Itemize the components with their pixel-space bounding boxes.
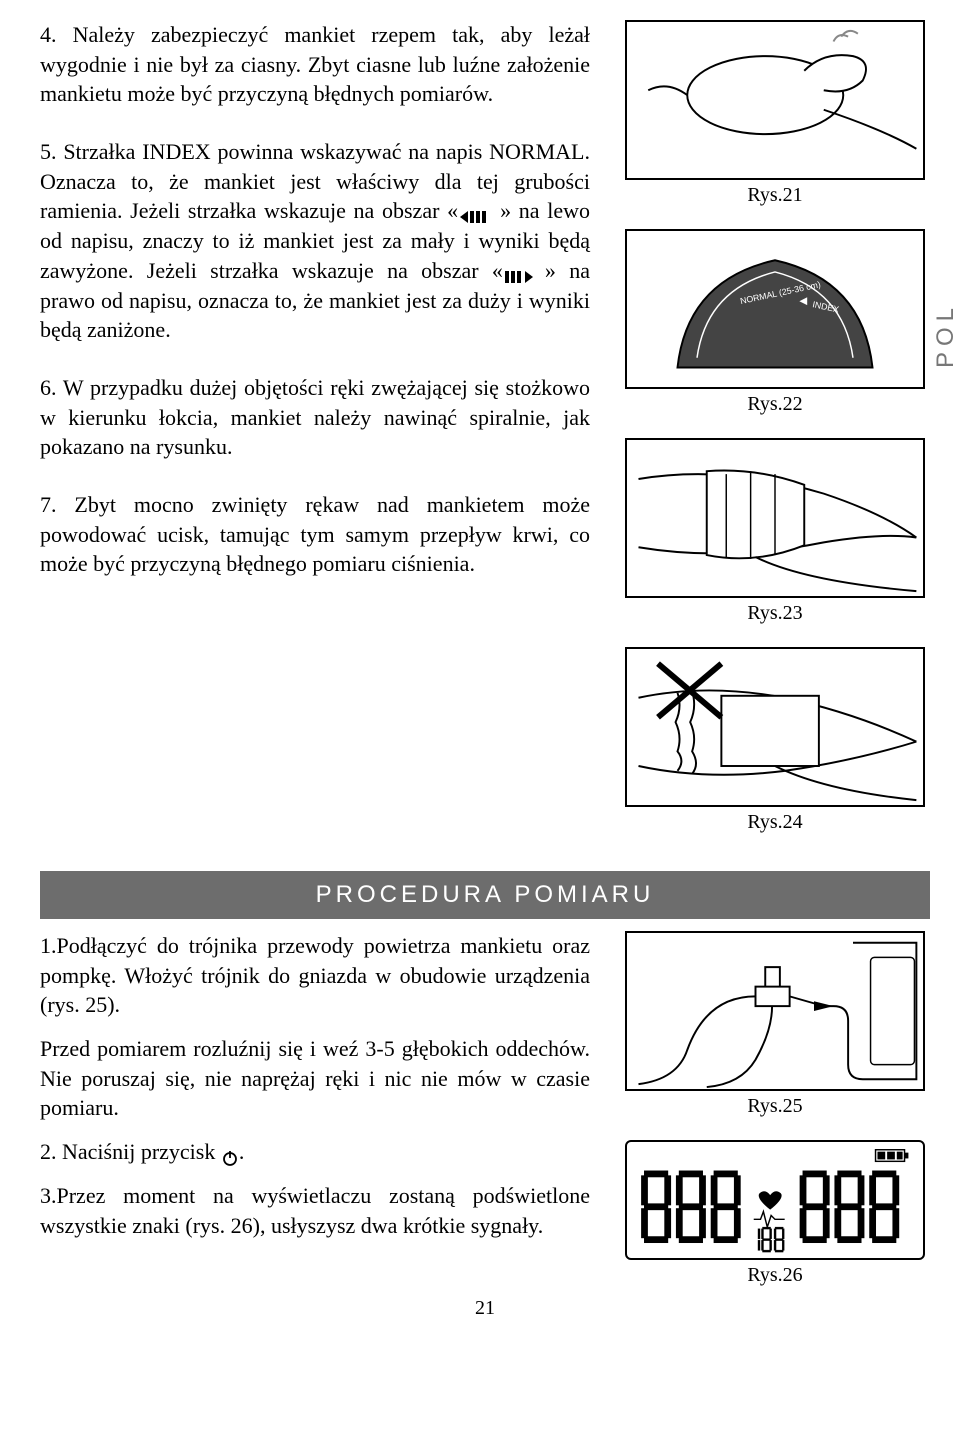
procedure-step-1b: Przed pomiarem rozluźnij się i weź 3-5 g… bbox=[40, 1034, 590, 1123]
instruction-paragraph-5: 5. Strzałka INDEX powinna wskazywać na n… bbox=[40, 137, 590, 345]
section-header-procedure: PROCEDURA POMIARU bbox=[40, 871, 930, 919]
step2-text-a: 2. Naciśnij przycisk bbox=[40, 1139, 221, 1164]
arrow-left-bars-icon bbox=[458, 204, 500, 222]
instruction-text-column: 4. Należy zabezpieczyć mankiet rzepem ta… bbox=[40, 20, 590, 856]
instruction-paragraph-6: 6. W przypadku dużej objętości ręki zwęż… bbox=[40, 373, 590, 462]
language-side-tab: POL bbox=[918, 302, 960, 368]
figure-21-caption: Rys.21 bbox=[620, 184, 930, 207]
figure-25-illustration bbox=[625, 931, 925, 1091]
figure-24-caption: Rys.24 bbox=[620, 811, 930, 834]
page-number: 21 bbox=[40, 1297, 930, 1320]
procedure-text-column: 1.Podłączyć do trójnika przewody powietr… bbox=[40, 931, 590, 1287]
bars-arrow-right-icon bbox=[503, 264, 545, 282]
power-icon bbox=[221, 1145, 239, 1163]
figure-25-caption: Rys.25 bbox=[620, 1095, 930, 1118]
instruction-paragraph-7: 7. Zbyt mocno zwinięty rękaw nad mankiet… bbox=[40, 490, 590, 579]
upper-figure-column: Rys.21 NORMAL (25-36 cm) INDEX Rys.22 bbox=[620, 20, 930, 856]
procedure-step-2: 2. Naciśnij przycisk . bbox=[40, 1137, 590, 1167]
upper-content: 4. Należy zabezpieczyć mankiet rzepem ta… bbox=[40, 20, 930, 856]
figure-23-caption: Rys.23 bbox=[620, 602, 930, 625]
figure-21-illustration bbox=[625, 20, 925, 180]
step2-text-b: . bbox=[239, 1139, 245, 1164]
figure-24-illustration bbox=[625, 647, 925, 807]
lower-content: 1.Podłączyć do trójnika przewody powietr… bbox=[40, 931, 930, 1287]
lower-figure-column: Rys.25 bbox=[620, 931, 930, 1287]
procedure-step-1: 1.Podłączyć do trójnika przewody powietr… bbox=[40, 931, 590, 1020]
figure-22-caption: Rys.22 bbox=[620, 393, 930, 416]
figure-26-caption: Rys.26 bbox=[620, 1264, 930, 1287]
figure-26-lcd-illustration bbox=[625, 1140, 925, 1260]
procedure-step-3: 3.Przez moment na wyświetlaczu zostaną p… bbox=[40, 1181, 590, 1240]
figure-22-illustration: NORMAL (25-36 cm) INDEX bbox=[625, 229, 925, 389]
instruction-paragraph-4: 4. Należy zabezpieczyć mankiet rzepem ta… bbox=[40, 20, 590, 109]
figure-23-illustration bbox=[625, 438, 925, 598]
